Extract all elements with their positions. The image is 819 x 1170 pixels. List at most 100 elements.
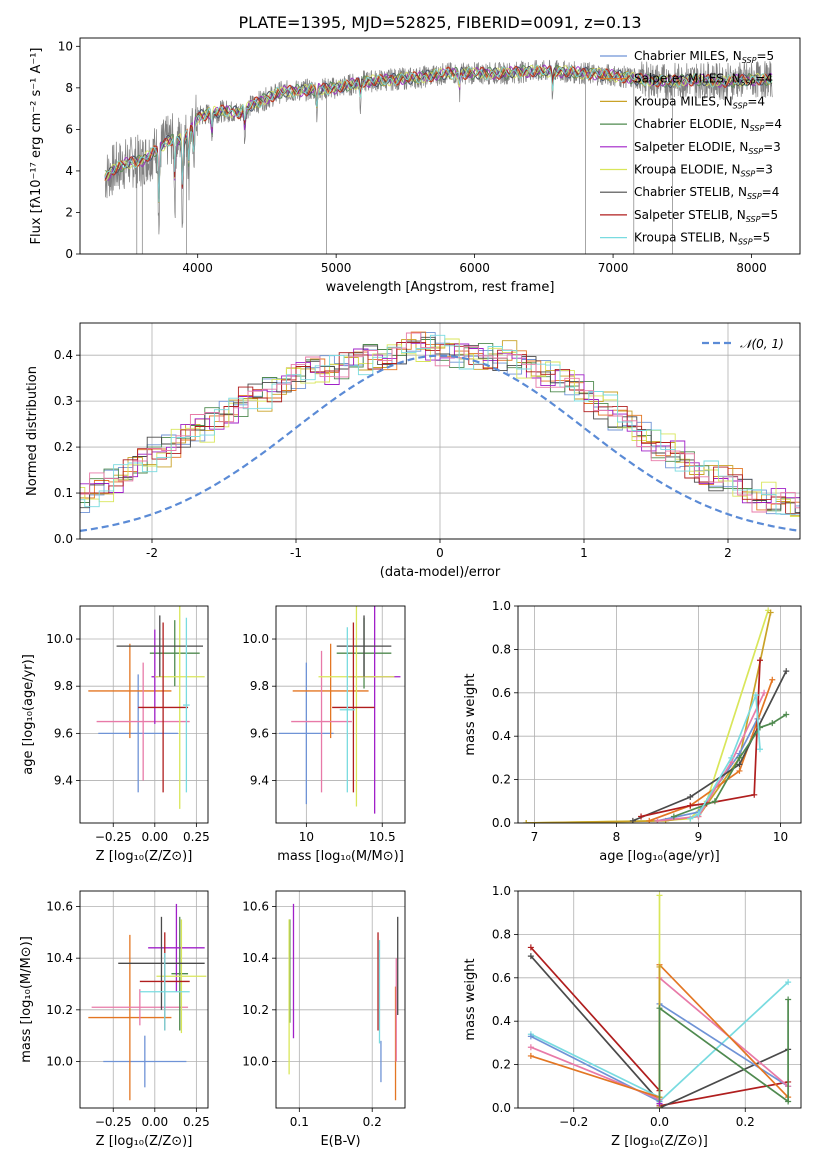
legend-series-name: Salpeter STELIB, N	[634, 208, 746, 222]
data-point	[687, 793, 694, 800]
x-tick-label: -2	[146, 546, 158, 560]
y-tick-label: 10.6	[46, 900, 73, 914]
y-tick-label: 0	[65, 247, 73, 261]
y-tick-label: 0.1	[54, 486, 73, 500]
histogram-series	[80, 341, 800, 523]
data-point	[656, 892, 663, 899]
data-point	[783, 711, 790, 718]
x-tick-label: 0.25	[183, 830, 210, 844]
axes-frame	[79, 322, 801, 540]
chart-mass-vs-ebv: 0.1 0.2 10.0 10.2 10.4 10.6 E(B-V)	[242, 890, 406, 1149]
y-axis-label: mass weight	[463, 673, 478, 755]
data-point	[711, 798, 718, 805]
y-tick-label: 10.0	[46, 632, 73, 646]
legend-series-name: Chabrier STELIB, N	[634, 185, 747, 199]
data-point	[767, 609, 774, 616]
y-tick-label: 0.2	[492, 773, 511, 787]
chart-mass-vs-z: −0.25 0.00 0.25 10.0 10.2 10.4 10.6 Z [log₁₀(Z/…	[19, 890, 210, 1149]
x-tick-label: −0.2	[559, 1115, 588, 1129]
legend-entry: 𝒩(0, 1)	[740, 337, 784, 351]
x-axis-label: E(B-V)	[320, 1134, 360, 1149]
x-tick-label: 0.2	[736, 1115, 755, 1129]
x-axis-label: wavelength [Angstrom, rest frame]	[326, 280, 555, 295]
legend-entry: Kroupa ELODIE, NSSP=3	[634, 163, 773, 179]
y-tick-label: 0.4	[492, 729, 511, 743]
chart-mass-weight-vs-age: 7 8 9 10 0.0 0.2 0.4 0.6 0.8 1.0 age [log₁₀(age/yr…	[463, 599, 802, 864]
legend-nssp: =3	[763, 140, 781, 154]
plot-area	[288, 903, 399, 1101]
data-point	[527, 953, 534, 960]
x-tick-label: 10.5	[369, 830, 396, 844]
data-point	[656, 1100, 663, 1107]
legend-entry: Kroupa MILES, NSSP=4	[634, 94, 765, 110]
y-tick-label: 10.0	[46, 1055, 73, 1069]
series-line	[526, 610, 770, 823]
y-tick-label: 2	[65, 205, 73, 219]
x-tick-label: −0.25	[95, 1115, 132, 1129]
data-point	[638, 813, 645, 820]
legend-series-name: Chabrier MILES, N	[634, 49, 742, 63]
data-point	[656, 1005, 663, 1012]
x-axis-label: mass [log₁₀(M/M⊙)]	[277, 849, 404, 864]
histogram-series	[80, 334, 800, 515]
y-tick-label: 0.3	[54, 394, 73, 408]
data-point	[761, 689, 768, 696]
grid	[276, 606, 405, 823]
series-line	[658, 999, 789, 1104]
model-spectrum	[104, 64, 773, 203]
x-tick-label: 6000	[459, 261, 490, 275]
data-point	[783, 668, 790, 675]
y-tick-label: 0.8	[492, 642, 511, 656]
data-point	[687, 802, 694, 809]
y-tick-label: 0.4	[54, 348, 73, 362]
legend-subscript: SSP	[747, 192, 762, 201]
y-tick-label: 0.4	[492, 1014, 511, 1028]
axes-frame	[79, 605, 209, 824]
data-point	[756, 657, 763, 664]
data-point	[736, 754, 743, 761]
y-tick-label: 10.6	[242, 900, 269, 914]
histogram-series	[80, 338, 800, 517]
legend-nssp: =5	[760, 208, 778, 222]
axes-frame	[275, 605, 406, 824]
x-tick-label: 10	[773, 830, 788, 844]
data-point	[695, 811, 702, 818]
grid	[80, 891, 208, 1108]
legend-nssp: =4	[764, 117, 782, 131]
data-point	[785, 996, 792, 1003]
y-axis-label: Normed distribution	[25, 366, 40, 496]
data-point	[769, 676, 776, 683]
legend-subscript: SSP	[733, 101, 748, 110]
y-tick-label: 9.8	[54, 679, 73, 693]
x-tick-label: 0.25	[183, 1115, 210, 1129]
y-tick-label: 9.8	[250, 679, 269, 693]
y-tick-label: 1.0	[492, 599, 511, 613]
axes-frame	[275, 890, 406, 1109]
x-tick-label: 2	[724, 546, 732, 560]
plot-area	[523, 607, 790, 823]
y-tick-label: 0.0	[492, 1101, 511, 1115]
legend-series-name: Kroupa STELIB, N	[634, 231, 738, 245]
legend-nssp: =4	[762, 185, 780, 199]
histogram-series	[80, 339, 800, 517]
chart-mass-weight-vs-z: −0.2 0.0 0.2 0.0 0.2 0.4 0.6 0.8 1.0 Z [log₁₀(Z/Z…	[463, 884, 802, 1149]
data-point	[769, 720, 776, 727]
y-tick-label: 8	[65, 81, 73, 95]
plot-area	[80, 331, 800, 532]
series-line	[632, 670, 787, 822]
plot-area	[527, 892, 792, 1108]
x-axis-label: Z [log₁₀(Z/Z⊙)]	[96, 1134, 193, 1149]
x-tick-label: 0.00	[141, 830, 168, 844]
x-tick-label: 10	[299, 830, 314, 844]
y-tick-label: 4	[65, 164, 73, 178]
histogram-series	[80, 336, 800, 513]
data-point	[670, 813, 677, 820]
grid	[276, 891, 405, 1108]
normal-curve	[80, 354, 800, 532]
y-axis-label: Flux [fλ10⁻¹⁷ erg cm⁻² s⁻¹ A⁻¹]	[29, 48, 44, 245]
data-point	[736, 761, 743, 768]
y-axis-label: mass weight	[463, 958, 478, 1040]
plot-area	[88, 903, 207, 1101]
chart-spectrum: 4000 5000 6000 7000 8000 0 2 4 6 8 10 wavelength [A…	[29, 37, 801, 295]
y-tick-label: 9.4	[250, 774, 269, 788]
